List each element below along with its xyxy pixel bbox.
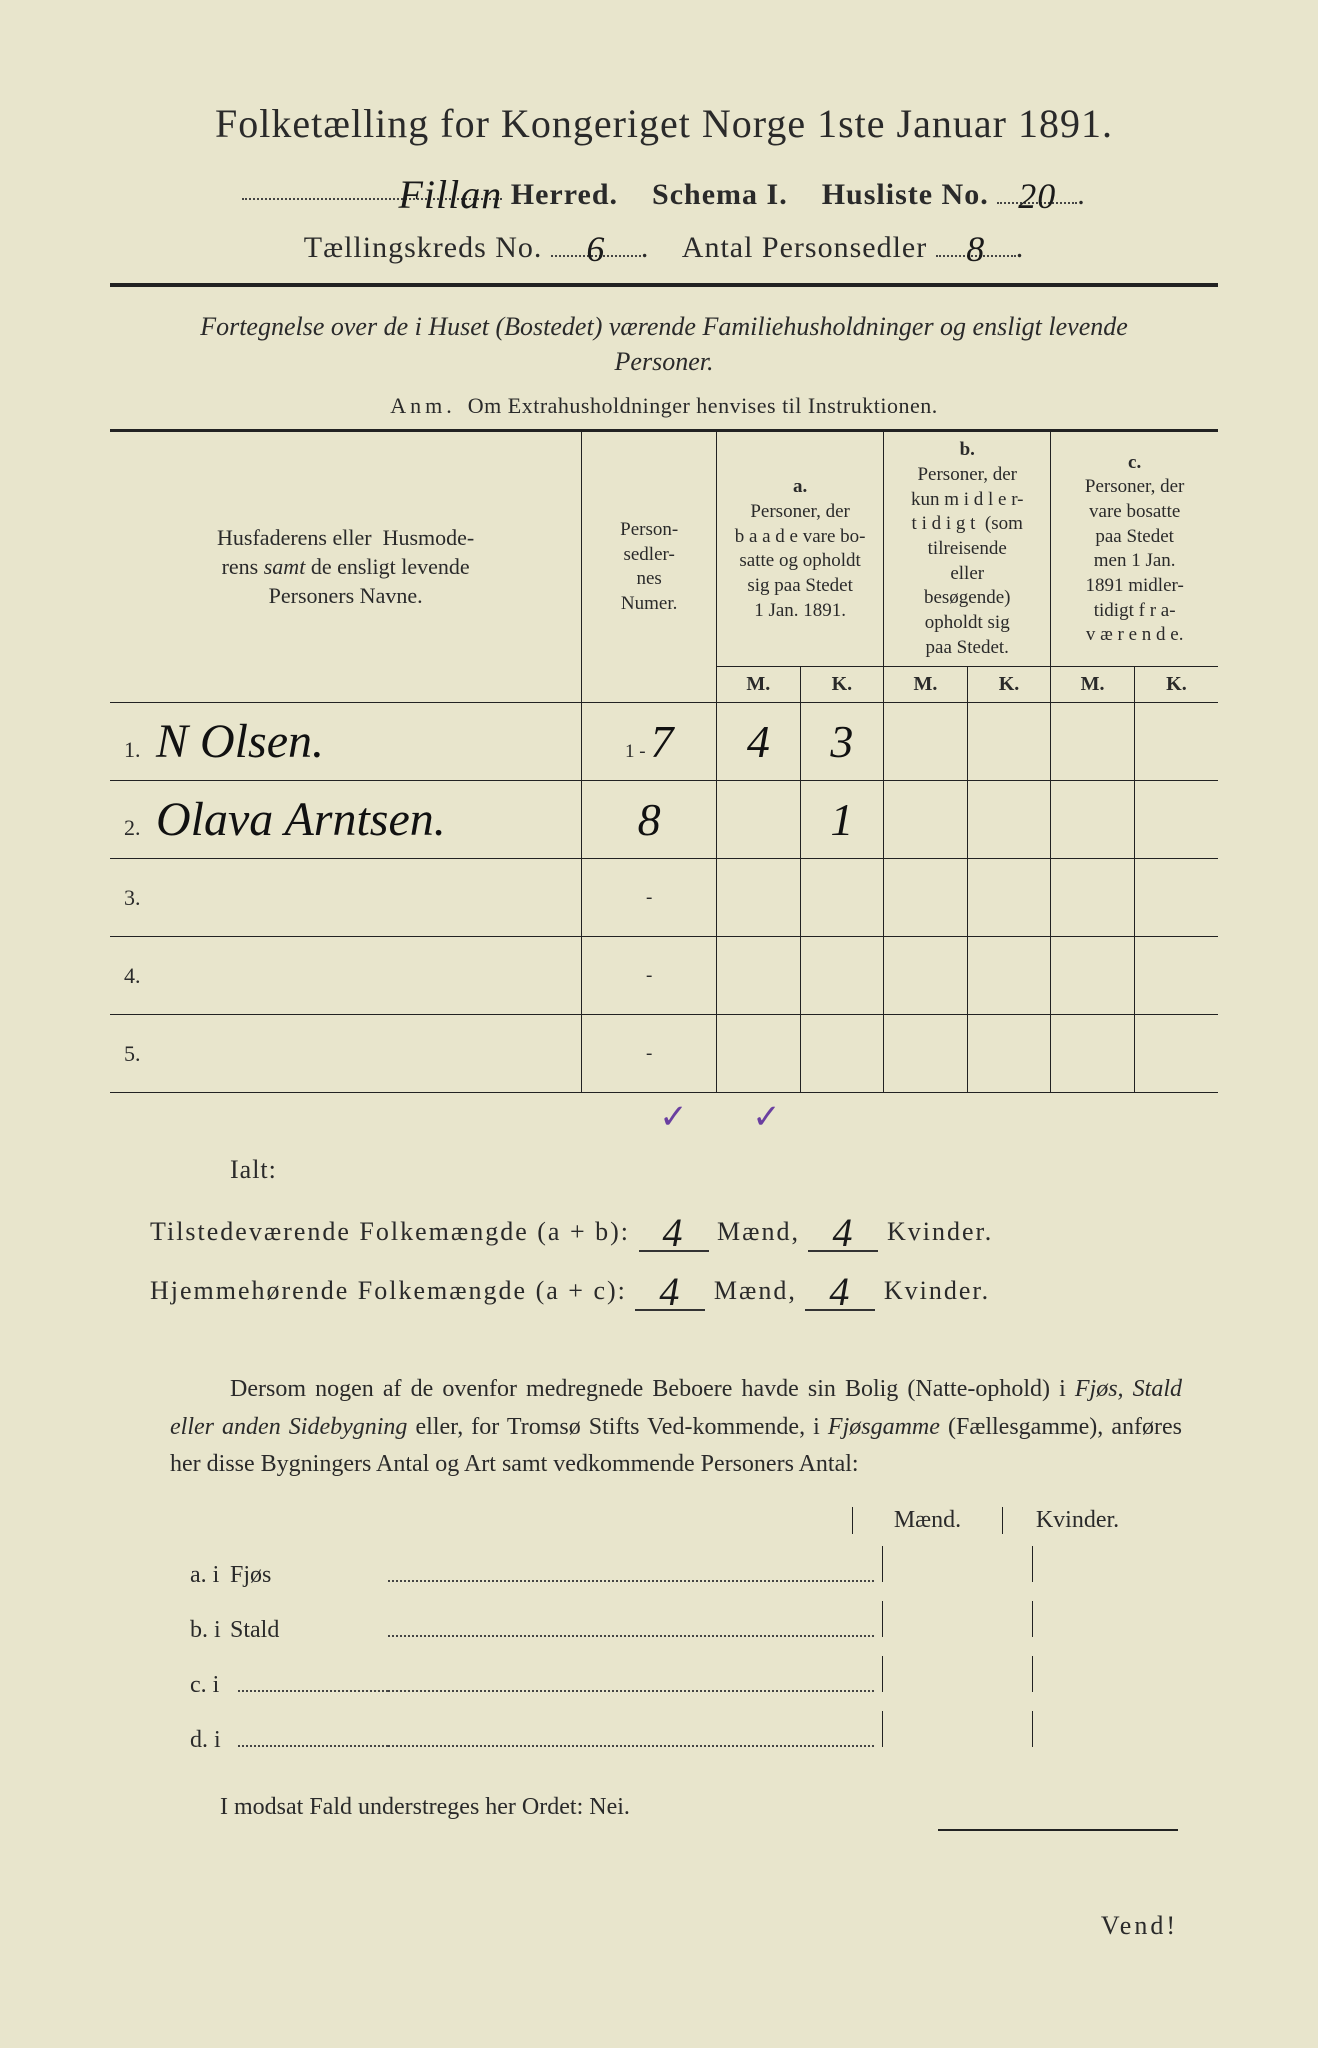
hjemmehorende-line: Hjemmehørende Folkemængde (a + c): 4 Mæn… (150, 1262, 1218, 1311)
header-line-2: Fillan Herred. Schema I. Husliste No. 20… (110, 167, 1218, 212)
col-a-m: M. (717, 667, 801, 703)
header-line-3: Tællingskreds No. 6 . Antal Personsedler… (110, 224, 1218, 265)
col-names-header: Husfaderens eller Husmode-rens samt de e… (110, 432, 582, 703)
herred-value: Fillan (399, 171, 503, 218)
schema-label: Schema I. (652, 178, 788, 211)
col-b-k: K. (967, 667, 1051, 703)
tilst-k-value: 4 (832, 1209, 854, 1256)
col-c-k: K. (1134, 667, 1218, 703)
paragraph-note: Dersom nogen af de ovenfor medregnede Be… (170, 1371, 1182, 1483)
table-row: 4. - (110, 937, 1218, 1015)
col-b-m: M. (884, 667, 968, 703)
nei-line: I modsat Fald understreges her Ordet: Ne… (220, 1794, 1218, 1821)
anm-note: Anm. Anm. Om Extrahusholdninger henvises… (110, 393, 1218, 419)
form-title: Folketælling for Kongeriget Norge 1ste J… (110, 100, 1218, 147)
col-a-k: K. (800, 667, 884, 703)
husliste-value: 20 (1018, 175, 1056, 217)
hjem-k-value: 4 (829, 1268, 851, 1315)
antal-value: 8 (966, 228, 985, 270)
table-row: 1. N Olsen. 1 - 7 4 3 (110, 703, 1218, 781)
mk-row: a. i Fjøs (170, 1546, 1182, 1589)
kreds-value: 6 (586, 228, 605, 270)
mk-row: c. i (170, 1656, 1182, 1699)
herred-label: Herred. (511, 178, 618, 211)
rule-1 (110, 283, 1218, 287)
tilstedevaerende-line: Tilstedeværende Folkemængde (a + b): 4 M… (150, 1203, 1218, 1252)
table-row: 2. Olava Arntsen. 8 1 (110, 781, 1218, 859)
census-table: Husfaderens eller Husmode-rens samt de e… (110, 431, 1218, 1093)
vend-label: Vend! (110, 1911, 1218, 1941)
col-c-m: M. (1051, 667, 1135, 703)
table-row: 3. - (110, 859, 1218, 937)
mk-head: Mænd.Kvinder. (170, 1507, 1182, 1534)
ialt-label: Ialt: (230, 1155, 1218, 1185)
mk-block: Mænd.Kvinder. a. i Fjøs b. i Stald c. i (170, 1507, 1182, 1754)
col-c-header: c. Personer, dervare bosattepaa Stedetme… (1051, 432, 1218, 667)
mk-row: d. i (170, 1711, 1182, 1754)
col-b-header: b. Personer, derkun m i d l e r-t i d i … (884, 432, 1051, 667)
form-subtitle: Fortegnelse over de i Huset (Bostedet) v… (150, 309, 1178, 379)
vend-rule (938, 1829, 1178, 1831)
name-cell: N Olsen. (146, 715, 324, 768)
col-numer-header: Person-sedler-nesNumer. (582, 432, 717, 703)
antal-label: Antal Personsedler (682, 231, 927, 264)
kreds-label: Tællingskreds No. (304, 231, 543, 264)
mk-row: b. i Stald (170, 1601, 1182, 1644)
name-cell: Olava Arntsen. (146, 793, 446, 846)
census-form-page: Folketælling for Kongeriget Norge 1ste J… (0, 0, 1318, 2048)
husliste-label: Husliste No. (822, 178, 989, 211)
table-row: 5. - (110, 1015, 1218, 1093)
col-a-header: a. Personer, derb a a d e vare bo-satte … (717, 432, 884, 667)
hjem-m-value: 4 (659, 1268, 681, 1315)
checkmarks: ✓ ✓ (110, 1097, 1218, 1137)
tilst-m-value: 4 (663, 1209, 685, 1256)
